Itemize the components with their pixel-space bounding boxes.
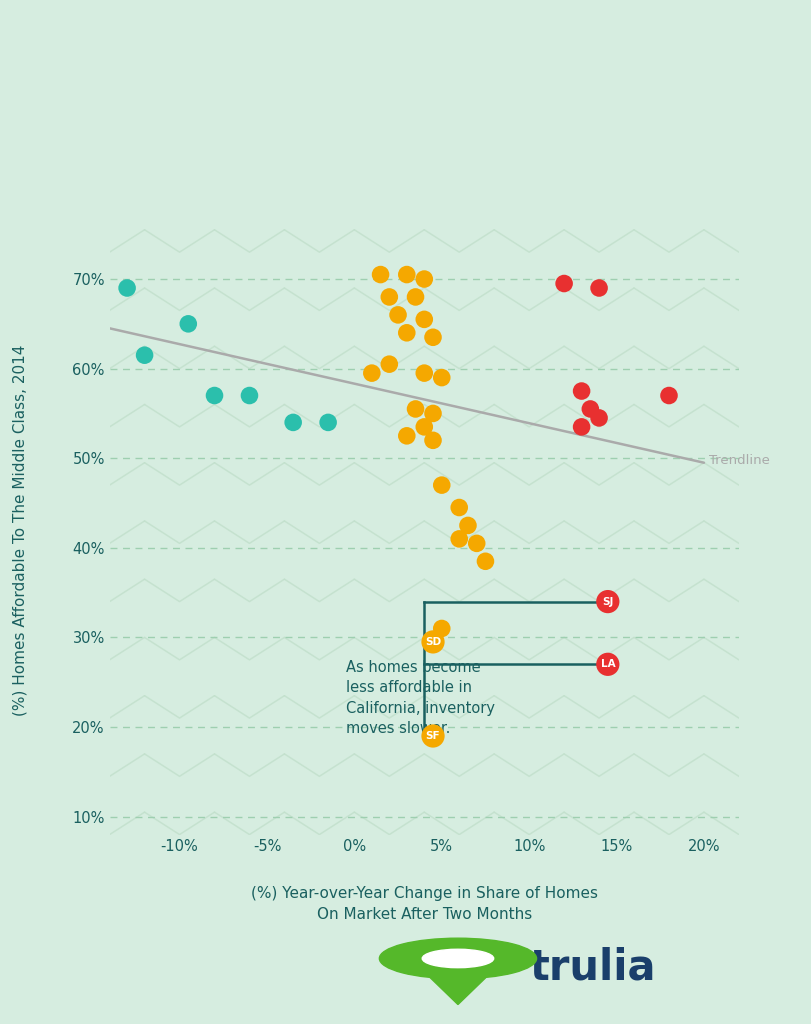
Text: Trendline: Trendline [708, 454, 769, 467]
Point [400, 325, 413, 341]
Circle shape [422, 949, 493, 968]
Point [592, 410, 605, 426]
Point [461, 517, 474, 534]
Point [478, 553, 491, 569]
Point [426, 329, 439, 345]
Text: LA: LA [600, 659, 615, 670]
Point [453, 500, 466, 516]
Point [374, 266, 387, 283]
Text: SJ: SJ [602, 597, 613, 606]
Point [208, 387, 221, 403]
Point [601, 594, 614, 610]
Point [409, 289, 422, 305]
Point [417, 271, 430, 288]
Text: As homes become
less affordable in
California, inventory
moves slower.: As homes become less affordable in Calif… [345, 659, 494, 736]
Point [557, 275, 570, 292]
Point [583, 400, 596, 417]
Point [382, 289, 395, 305]
Point [382, 356, 395, 373]
Text: SF: SF [425, 731, 440, 741]
Point [321, 414, 334, 430]
Point [435, 370, 448, 386]
Point [138, 347, 151, 364]
Point [417, 419, 430, 435]
Point [400, 266, 413, 283]
Point [121, 280, 134, 296]
Point [426, 432, 439, 449]
Point [426, 728, 439, 744]
Point [426, 406, 439, 422]
Point [453, 530, 466, 547]
Text: SD: SD [424, 637, 440, 647]
Text: (%) Homes Affordable To The Middle Class, 2014: (%) Homes Affordable To The Middle Class… [13, 344, 28, 716]
Point [391, 307, 404, 324]
Point [417, 311, 430, 328]
Point [365, 365, 378, 381]
Point [417, 365, 430, 381]
Point [400, 428, 413, 444]
Point [574, 419, 587, 435]
Polygon shape [429, 977, 486, 1005]
Point [426, 634, 439, 650]
Point [470, 536, 483, 552]
Point [435, 621, 448, 637]
Text: vs. Middle Class Affordability: vs. Middle Class Affordability [45, 114, 662, 150]
Point [286, 414, 299, 430]
Text: trulia: trulia [529, 946, 655, 989]
Text: Fastest Moving Housing Markets: Fastest Moving Housing Markets [45, 46, 735, 82]
Point [409, 400, 422, 417]
Point [182, 315, 195, 332]
Point [574, 383, 587, 399]
Point [592, 280, 605, 296]
Point [242, 387, 255, 403]
Text: (%) Year-over-Year Change in Share of Homes
On Market After Two Months: (%) Year-over-Year Change in Share of Ho… [251, 886, 597, 922]
Point [601, 656, 614, 673]
Circle shape [379, 938, 536, 979]
Point [662, 387, 675, 403]
Point [435, 477, 448, 494]
